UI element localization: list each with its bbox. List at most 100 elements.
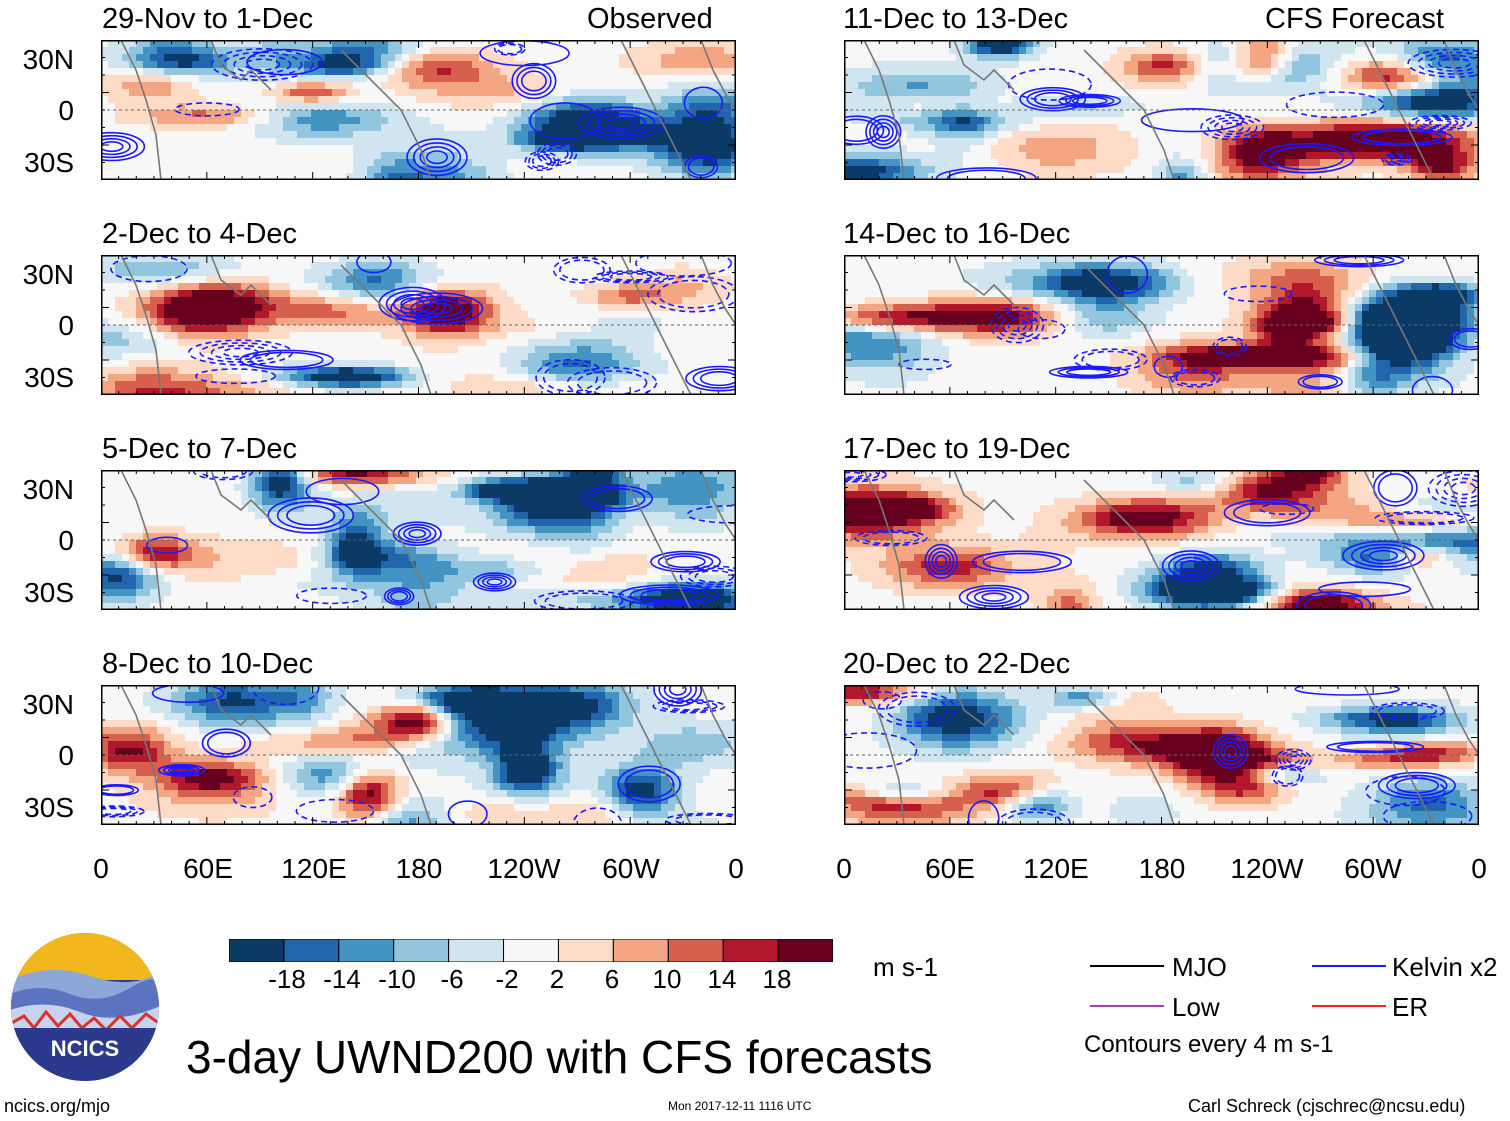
logo-text: NCICS: [51, 1036, 119, 1061]
x-tick-label: 180: [395, 853, 443, 884]
panel-title-5: 5-Dec to 7-Dec: [102, 433, 298, 465]
legend-low: Low: [1172, 992, 1220, 1022]
colorbar-swatch: [448, 939, 505, 962]
panel-plot: [101, 470, 736, 610]
footer-author: Carl Schreck (cjschrec@ncsu.edu): [1188, 1096, 1466, 1116]
colorbar-tick: 14: [707, 964, 737, 994]
x-tick-label: 120W: [487, 853, 561, 884]
footer-timestamp: Mon 2017-12-11 1116 UTC: [668, 1099, 812, 1113]
x-tick-label: 180: [1138, 853, 1186, 884]
x-tick-label: 120E: [1023, 853, 1089, 884]
panel-tag-forecast: CFS Forecast: [1265, 3, 1444, 35]
colorbar-swatch: [503, 939, 559, 962]
map-panel-7: [101, 685, 736, 825]
kelvin-contours: [844, 470, 1479, 610]
axis-ticks: [101, 470, 736, 610]
axis-ticks: [844, 470, 1479, 610]
colorbar-swatch: [777, 939, 833, 962]
x-tick-label: 60E: [925, 853, 975, 884]
panel-plot: [101, 255, 736, 395]
x-tick-label: 0: [728, 853, 744, 884]
figure-title: 3-day UWND200 with CFS forecasts: [186, 1031, 933, 1083]
legend-kelvin-line: [1312, 965, 1386, 967]
panel-title-7: 8-Dec to 10-Dec: [102, 648, 314, 680]
y-tick-label: 0: [58, 525, 74, 556]
axis-ticks: [101, 255, 736, 395]
panel-title-3: 2-Dec to 4-Dec: [102, 218, 298, 250]
axis-ticks: [844, 40, 1479, 180]
panel-plot: [844, 40, 1479, 180]
panel-tag-observed: Observed: [587, 3, 713, 35]
colorbar-tick: 10: [652, 964, 682, 994]
colorbar-tick: -10: [378, 964, 416, 994]
units-label: m s-1: [873, 952, 938, 982]
y-tick-label: 30N: [22, 474, 74, 505]
legend-er: ER: [1392, 992, 1429, 1022]
colorbar: [229, 939, 833, 962]
colorbar-swatch: [229, 939, 285, 962]
y-tick-label: 30S: [24, 362, 74, 393]
kelvin-contours: [844, 48, 1479, 180]
x-tick-label: 120E: [281, 853, 347, 884]
legend-kelvin: Kelvin x2: [1392, 952, 1498, 982]
map-panel-6: [844, 470, 1479, 610]
colorbar-swatch: [283, 939, 340, 962]
colorbar-swatch: [722, 939, 779, 962]
map-panel-8: [844, 685, 1479, 825]
colorbar-tick: 18: [762, 964, 792, 994]
map-panel-1: [101, 40, 736, 180]
anomaly-field: [101, 40, 736, 180]
map-panel-5: [101, 470, 736, 610]
y-tick-label: 30S: [24, 577, 74, 608]
panel-title-1: 29-Nov to 1-Dec: [102, 3, 314, 35]
colorbar-swatch: [557, 939, 614, 962]
axis-ticks: [101, 685, 736, 825]
legend-er-line: [1312, 1005, 1386, 1007]
colorbar-tick: 6: [604, 964, 620, 994]
colorbar-tick: -2: [495, 964, 519, 994]
colorbar-tick: -14: [323, 964, 361, 994]
legend-mjo-line: [1090, 965, 1164, 967]
y-tick-label: 0: [58, 310, 74, 341]
x-tick-label: 0: [1471, 853, 1487, 884]
x-tick-label: 60W: [602, 853, 660, 884]
footer-url: ncics.org/mjo: [4, 1096, 111, 1116]
y-tick-label: 30S: [24, 792, 74, 823]
axis-ticks: [844, 685, 1479, 825]
map-panel-4: [844, 255, 1479, 395]
y-tick-label: 30N: [22, 259, 74, 290]
x-tick-label: 0: [836, 853, 852, 884]
legend-mjo: MJO: [1172, 952, 1227, 982]
panel-plot: [844, 255, 1479, 395]
panel-title-4: 14-Dec to 16-Dec: [843, 218, 1071, 250]
colorbar-tick: -18: [268, 964, 306, 994]
colorbar-tick: -6: [440, 964, 464, 994]
kelvin-contours: [101, 40, 724, 179]
y-tick-label: 30N: [22, 689, 74, 720]
y-tick-label: 30N: [22, 44, 74, 75]
x-tick-label: 60E: [183, 853, 233, 884]
coastlines: [120, 470, 736, 610]
coastlines: [120, 40, 736, 180]
anomaly-field: [844, 685, 1479, 825]
y-tick-label: 30S: [24, 147, 74, 178]
y-tick-label: 0: [58, 740, 74, 771]
colorbar-swatch: [612, 939, 669, 962]
panel-plot: [101, 685, 736, 825]
colorbar-swatch: [393, 939, 450, 962]
x-tick-label: 60W: [1344, 853, 1402, 884]
contour-note: Contours every 4 m s-1: [1084, 1031, 1334, 1058]
axis-ticks: [101, 40, 736, 180]
anomaly-field: [101, 685, 736, 825]
panel-plot: [844, 470, 1479, 610]
map-panel-2: [844, 40, 1479, 180]
kelvin-contours: [110, 255, 736, 395]
anomaly-field: [844, 255, 1479, 395]
ncics-logo: NCICS: [11, 933, 159, 1081]
panel-title-8: 20-Dec to 22-Dec: [843, 648, 1071, 680]
panel-title-6: 17-Dec to 19-Dec: [843, 433, 1071, 465]
panel-title-2: 11-Dec to 13-Dec: [843, 3, 1069, 35]
colorbar-swatch: [667, 939, 724, 962]
axis-ticks: [844, 255, 1479, 395]
